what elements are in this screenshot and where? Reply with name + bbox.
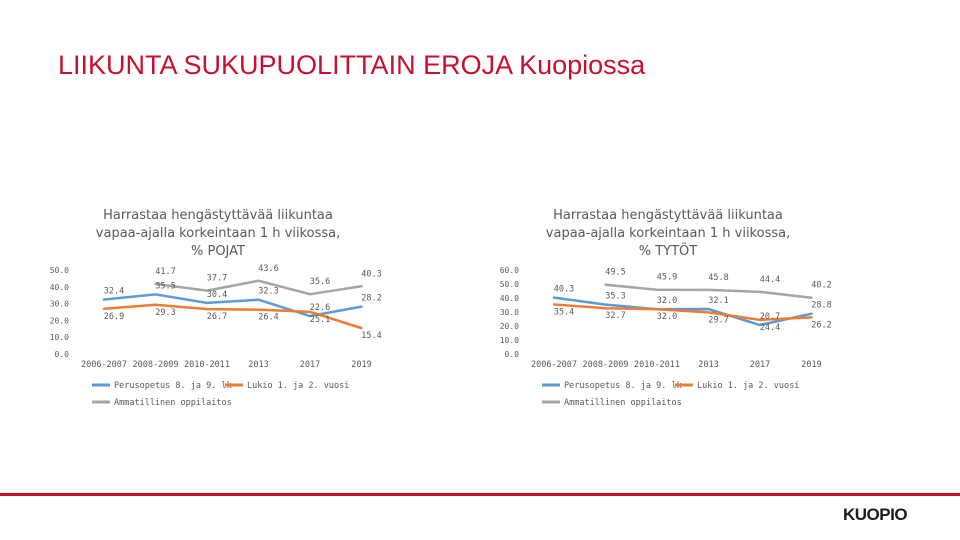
x-category-label: 2010-2011 [184, 360, 230, 370]
data-label: 35.3 [605, 292, 625, 302]
data-label: 32.7 [605, 311, 625, 321]
x-category-label: 2019 [351, 360, 371, 370]
x-category-label: 2017 [300, 360, 320, 370]
chart-title-line: vapaa-ajalla korkeintaan 1 h viikossa, [95, 226, 341, 241]
series-line [552, 296, 813, 327]
data-label: 43.6 [258, 264, 278, 274]
x-category-label: 2006-2007 [531, 360, 577, 370]
data-label: 35.4 [554, 307, 574, 317]
data-label: 32.0 [657, 312, 677, 322]
series-line [552, 303, 813, 322]
y-tick-label: 10.0 [500, 336, 519, 345]
data-label: 37.7 [207, 274, 227, 284]
series-line [102, 303, 363, 330]
data-label: 29.7 [708, 315, 728, 325]
x-category-label: 2013 [248, 360, 268, 370]
data-label: 26.2 [811, 320, 831, 330]
data-label: 49.5 [605, 268, 625, 278]
chart-title-line: Harrastaa hengästyttävää liikuntaa [103, 208, 333, 223]
legend-label: Lukio 1. ja 2. vuosi [697, 381, 799, 391]
data-label: 24.4 [760, 323, 780, 333]
y-tick-label: 10.0 [50, 333, 69, 342]
data-label: 28.2 [361, 294, 381, 304]
y-tick-label: 0.0 [505, 350, 520, 359]
x-category-label: 2017 [750, 360, 770, 370]
data-label: 44.4 [760, 275, 780, 285]
chart-title-line: % POJAT [191, 244, 245, 259]
legend-label: Ammatillinen oppilaitos [564, 398, 682, 408]
series-line [154, 279, 363, 296]
data-label: 29.3 [155, 308, 175, 318]
data-label: 25.1 [310, 315, 330, 325]
chart-title-boys: Harrastaa hengästyttävää liikuntaa vapaa… [58, 207, 378, 261]
data-label: 32.3 [258, 287, 278, 297]
data-label: 40.3 [361, 269, 381, 279]
y-tick-label: 50.0 [500, 280, 519, 289]
legend-label: Perusopetus 8. ja 9. lk [564, 381, 682, 391]
chart-title-girls: Harrastaa hengästyttävää liikuntaa vapaa… [508, 207, 828, 261]
data-label: 45.8 [708, 273, 728, 283]
x-category-label: 2019 [801, 360, 821, 370]
data-label: 20.7 [760, 312, 780, 322]
data-label: 40.3 [554, 285, 574, 295]
y-tick-label: 20.0 [500, 322, 519, 331]
chart-title-line: vapaa-ajalla korkeintaan 1 h viikossa, [545, 226, 791, 241]
y-tick-label: 20.0 [50, 316, 69, 325]
data-label: 32.4 [104, 287, 124, 297]
chart-title-line: Harrastaa hengästyttävää liikuntaa [553, 208, 783, 223]
data-label: 41.7 [155, 267, 175, 277]
x-category-label: 2008-2009 [132, 360, 178, 370]
data-label: 26.7 [207, 312, 227, 322]
data-label: 30.4 [207, 290, 227, 300]
x-category-label: 2008-2009 [582, 360, 628, 370]
footer-divider [0, 493, 960, 496]
y-tick-label: 0.0 [55, 350, 70, 359]
data-label: 22.6 [310, 303, 330, 313]
x-category-label: 2013 [698, 360, 718, 370]
data-label: 26.4 [258, 313, 278, 323]
legend-label: Ammatillinen oppilaitos [114, 398, 232, 408]
data-label: 32.0 [657, 296, 677, 306]
y-tick-label: 30.0 [500, 308, 519, 317]
chart-title-line: % TYTÖT [638, 244, 698, 259]
slide-title: LIIKUNTA SUKUPUOLITTAIN EROJA Kuopiossa [58, 50, 646, 80]
legend-label: Perusopetus 8. ja 9. lk [114, 381, 232, 391]
data-label: 45.9 [657, 273, 677, 283]
data-label: 28.8 [811, 301, 831, 311]
y-tick-label: 50.0 [50, 266, 69, 275]
x-category-label: 2006-2007 [81, 360, 127, 370]
y-tick-label: 60.0 [500, 266, 519, 275]
x-category-label: 2010-2011 [634, 360, 680, 370]
y-tick-label: 40.0 [500, 294, 519, 303]
data-label: 40.2 [811, 281, 831, 291]
data-label: 35.6 [310, 277, 330, 287]
y-tick-label: 30.0 [50, 300, 69, 309]
series-line [604, 283, 813, 299]
data-label: 26.9 [104, 312, 124, 322]
y-tick-label: 40.0 [50, 283, 69, 292]
data-label: 15.4 [361, 331, 381, 341]
data-label: 35.5 [155, 281, 175, 291]
data-label: 32.1 [708, 296, 728, 306]
brand-logo: KUOPIO [843, 505, 908, 524]
legend-label: Lukio 1. ja 2. vuosi [247, 381, 349, 391]
